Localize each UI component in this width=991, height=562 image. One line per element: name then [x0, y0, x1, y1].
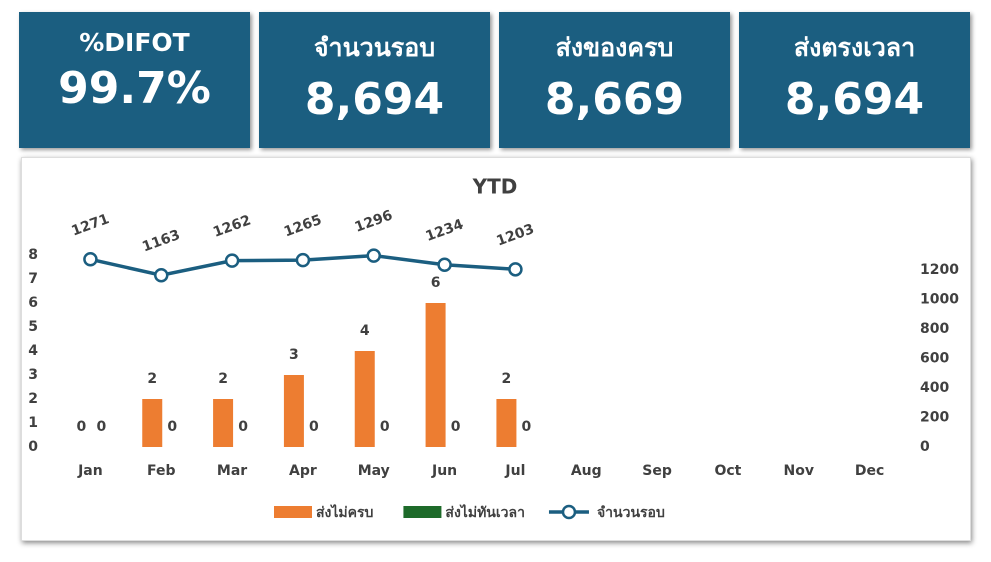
data-label: 1271 — [69, 211, 111, 239]
chart-title: YTD — [472, 175, 518, 199]
data-label: 0 — [522, 419, 532, 435]
kpi-label: ส่งตรงเวลา — [793, 33, 916, 62]
line-marker — [508, 262, 523, 277]
x-tick-label: Mar — [217, 463, 247, 479]
y2-tick-label: 600 — [920, 350, 949, 366]
x-tick-label: Sep — [642, 463, 672, 479]
x-tick-label: Jul — [504, 463, 525, 479]
y-tick-label: 0 — [28, 439, 38, 455]
bar — [496, 399, 517, 447]
legend-marker — [561, 504, 577, 520]
kpi-value: 8,694 — [784, 74, 925, 125]
data-label: 2 — [147, 371, 157, 387]
kpi-card: %DIFOT 99.7% — [19, 12, 250, 148]
x-tick-label: Nov — [784, 463, 814, 479]
data-label: 1265 — [282, 212, 324, 240]
bar — [425, 303, 446, 447]
kpi-card: ส่งของครบ 8,669 — [499, 12, 730, 148]
bar — [283, 375, 304, 447]
legend-swatch — [274, 506, 312, 518]
x-tick-label: Apr — [289, 463, 317, 479]
y2-tick-label: 200 — [920, 409, 949, 425]
line-marker — [366, 248, 381, 263]
kpi-card: จำนวนรอบ 8,694 — [259, 12, 490, 148]
x-tick-label: Aug — [571, 463, 602, 479]
bar — [354, 351, 375, 447]
kpi-value: 99.7% — [58, 63, 211, 114]
data-label: 0 — [380, 419, 390, 435]
x-tick-label: Oct — [714, 463, 741, 479]
data-label: 0 — [238, 419, 248, 435]
y-tick-label: 1 — [28, 415, 38, 431]
y2-tick-label: 400 — [920, 380, 949, 396]
data-label: 1296 — [353, 207, 395, 235]
x-tick-label: May — [358, 463, 390, 479]
kpi-value: 8,669 — [544, 74, 685, 125]
y2-tick-label: 1200 — [920, 262, 959, 278]
data-label: 0 — [77, 419, 87, 435]
x-tick-label: Jun — [431, 463, 457, 479]
legend-label: จำนวนรอบ — [597, 505, 665, 521]
line-marker — [224, 253, 240, 268]
data-label: 1203 — [494, 221, 536, 249]
data-label: 6 — [431, 275, 441, 291]
data-label: 2 — [218, 371, 228, 387]
chart-box — [21, 157, 971, 541]
data-label: 3 — [289, 347, 299, 363]
y2-tick-label: 0 — [920, 439, 930, 455]
data-label: 4 — [360, 323, 370, 339]
line-marker — [83, 252, 98, 267]
legend-label: ส่งไม่ทันเวลา — [445, 503, 525, 521]
data-label: 0 — [309, 419, 319, 435]
kpi-label: ส่งของครบ — [555, 33, 674, 62]
bar — [213, 399, 234, 447]
line-marker — [154, 267, 169, 283]
y-tick-label: 8 — [28, 247, 38, 263]
y-tick-label: 6 — [28, 295, 38, 311]
y2-tick-label: 800 — [920, 321, 949, 337]
legend-label: ส่งไม่ครบ — [316, 503, 374, 521]
y-tick-label: 4 — [28, 343, 38, 359]
data-label: 0 — [97, 419, 107, 435]
data-label: 2 — [502, 371, 512, 387]
x-tick-label: Dec — [855, 463, 884, 479]
x-tick-label: Jan — [77, 463, 103, 479]
data-label: 1163 — [140, 227, 182, 255]
kpi-card: ส่งตรงเวลา 8,694 — [739, 12, 970, 148]
legend-swatch — [403, 506, 442, 518]
x-tick-label: Feb — [147, 463, 176, 479]
kpi-label: จำนวนรอบ — [313, 33, 436, 62]
y-tick-label: 5 — [28, 319, 38, 335]
line-marker — [437, 257, 452, 272]
kpi-label: %DIFOT — [79, 28, 190, 57]
data-label: 0 — [451, 419, 461, 435]
data-label: 1234 — [424, 216, 466, 244]
y-tick-label: 7 — [28, 271, 38, 287]
line-marker — [295, 252, 311, 268]
kpi-value: 8,694 — [304, 74, 445, 125]
y-tick-label: 3 — [28, 367, 38, 383]
y2-tick-label: 1000 — [920, 291, 959, 307]
data-label: 0 — [167, 419, 177, 435]
bar — [142, 399, 163, 447]
data-label: 1262 — [211, 212, 253, 240]
y-tick-label: 2 — [28, 391, 38, 407]
